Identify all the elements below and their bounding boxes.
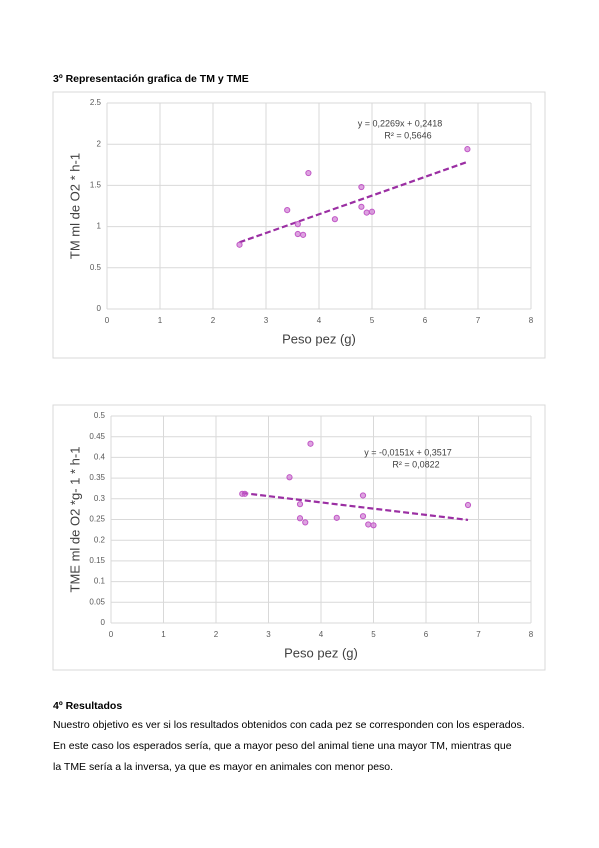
x-tick-label: 2 <box>214 630 219 639</box>
section-title: 3º Representación grafica de TM y TME <box>53 73 249 85</box>
y-tick-label: 0.5 <box>94 411 106 420</box>
data-point <box>464 146 471 153</box>
data-point <box>368 208 376 215</box>
data-point <box>331 216 338 223</box>
y-tick-label: 2 <box>97 139 102 148</box>
y-tick-label: 2.5 <box>90 98 102 107</box>
x-tick-label: 2 <box>211 316 216 325</box>
x-tick-label: 1 <box>161 630 166 639</box>
data-point <box>305 169 312 177</box>
x-axis-title: Peso pez (g) <box>284 645 358 660</box>
data-point <box>370 522 377 529</box>
data-point <box>365 521 372 528</box>
data-point <box>302 519 309 526</box>
x-tick-label: 5 <box>371 630 376 639</box>
y-tick-label: 0.35 <box>89 473 105 482</box>
trendline <box>242 491 469 522</box>
x-tick-label: 3 <box>264 316 269 325</box>
x-tick-label: 0 <box>109 630 114 639</box>
data-point <box>358 183 365 191</box>
data-point <box>286 474 293 481</box>
x-tick-label: 4 <box>317 316 322 325</box>
y-tick-label: 0.4 <box>94 453 106 462</box>
x-tick-label: 4 <box>319 630 324 639</box>
data-point <box>464 501 472 509</box>
x-tick-label: 8 <box>529 316 534 325</box>
y-tick-label: 0.15 <box>89 556 105 565</box>
data-point <box>296 515 304 522</box>
trend-equation: y = 0,2269x + 0,2418 <box>358 118 443 128</box>
charts: 0 0.5 1 1.5 2 2.5 0 1 2 3 4 5 6 7 8 Peso pez (g) TM ml d… <box>52 91 546 671</box>
data-point <box>294 221 301 228</box>
y-tick-label: 0.2 <box>94 535 106 544</box>
trend-equation: y = -0,0151x + 0,3517 <box>364 447 452 457</box>
data-point <box>358 203 365 210</box>
y-tick-label: 0 <box>97 304 102 313</box>
data-point <box>284 207 291 214</box>
y-tick-label: 1.5 <box>90 181 102 190</box>
x-tick-label: 6 <box>424 630 429 639</box>
paragraph-line: Nuestro objetivo es ver si los resultado… <box>53 719 525 731</box>
y-tick-label: 0 <box>101 618 106 627</box>
trendline <box>239 160 468 244</box>
chart-frame <box>52 404 546 671</box>
x-tick-label: 0 <box>105 316 110 325</box>
data-point <box>359 513 367 520</box>
paragraph-line: la TME sería a la inversa, ya que es may… <box>53 761 394 773</box>
trend-r2: R² = 0,0822 <box>392 459 439 469</box>
y-axis-title: TME ml de O2 *g- 1 * h-1 <box>67 447 82 593</box>
paragraph-line: En este caso los esperados sería, que a … <box>53 740 512 752</box>
y-tick-label: 0.25 <box>89 515 105 524</box>
x-tick-label: 8 <box>529 630 534 639</box>
data-point <box>307 440 314 447</box>
data-point <box>363 209 370 216</box>
x-tick-label: 3 <box>266 630 271 639</box>
data-point <box>294 230 301 238</box>
x-tick-label: 7 <box>476 316 481 325</box>
y-tick-label: 0.3 <box>94 494 106 503</box>
data-point <box>236 241 243 248</box>
x-axis-title: Peso pez (g) <box>282 331 356 346</box>
y-tick-label: 0.45 <box>89 432 105 441</box>
data-point <box>333 514 340 521</box>
data-point <box>241 490 248 497</box>
x-tick-label: 6 <box>423 316 428 325</box>
data-point <box>296 501 304 508</box>
y-axis-title: TM ml de O2 * h-1 <box>67 153 82 259</box>
trend-r2: R² = 0,5646 <box>384 130 431 140</box>
section-title: 4º Resultados <box>53 700 123 712</box>
y-tick-label: 0.05 <box>89 597 105 606</box>
y-tick-label: 0.5 <box>90 263 102 272</box>
x-tick-label: 1 <box>158 316 163 325</box>
y-tick-label: 1 <box>97 222 102 231</box>
x-tick-label: 5 <box>370 316 375 325</box>
x-tick-label: 7 <box>476 630 481 639</box>
data-point <box>300 231 307 238</box>
y-tick-label: 0.1 <box>94 577 106 586</box>
data-point <box>359 492 367 499</box>
